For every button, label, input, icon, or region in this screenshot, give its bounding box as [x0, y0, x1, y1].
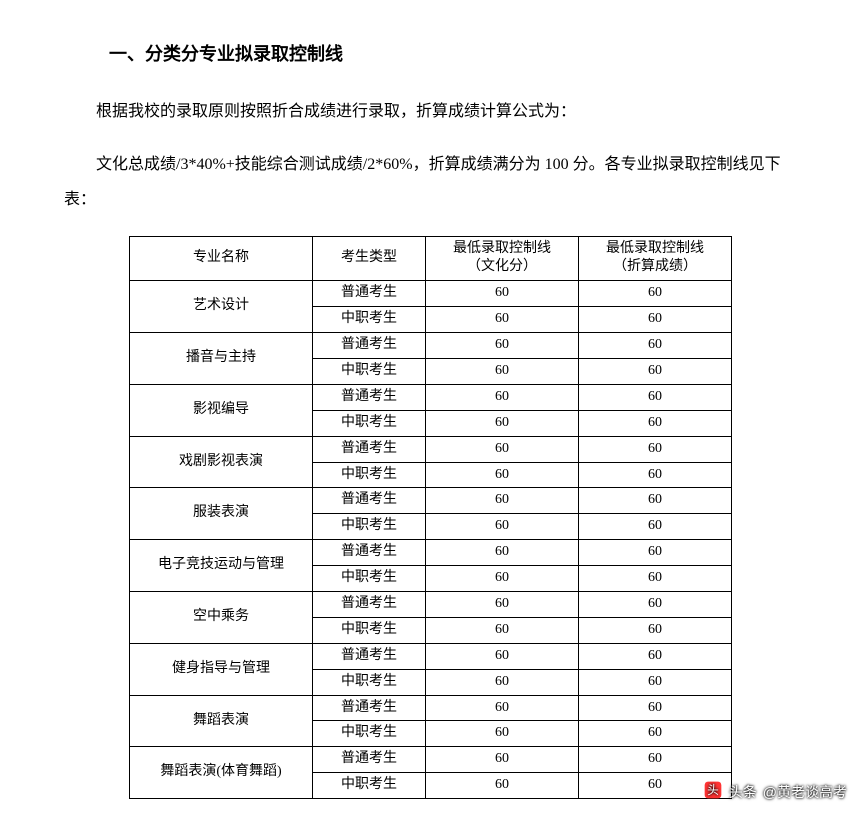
cell-major: 服装表演 — [130, 488, 313, 540]
cell-type: 普通考生 — [313, 540, 426, 566]
cell-culture: 60 — [426, 307, 579, 333]
cell-type: 中职考生 — [313, 669, 426, 695]
cell-type: 普通考生 — [313, 436, 426, 462]
cell-type: 中职考生 — [313, 307, 426, 333]
cell-major: 影视编导 — [130, 384, 313, 436]
cell-type: 普通考生 — [313, 695, 426, 721]
cell-convert: 60 — [579, 307, 732, 333]
cell-type: 中职考生 — [313, 617, 426, 643]
cell-type: 普通考生 — [313, 281, 426, 307]
cell-type: 中职考生 — [313, 721, 426, 747]
cell-culture: 60 — [426, 462, 579, 488]
admission-table: 专业名称考生类型最低录取控制线（文化分）最低录取控制线（折算成绩）艺术设计普通考… — [129, 236, 732, 800]
table-row: 舞蹈表演普通考生6060 — [130, 695, 732, 721]
cell-convert: 60 — [579, 566, 732, 592]
cell-culture: 60 — [426, 281, 579, 307]
cell-culture: 60 — [426, 359, 579, 385]
table-row: 舞蹈表演(体育舞蹈)普通考生6060 — [130, 747, 732, 773]
section-heading: 一、分类分专业拟录取控制线 — [64, 40, 797, 66]
table-row: 播音与主持普通考生6060 — [130, 333, 732, 359]
cell-culture: 60 — [426, 333, 579, 359]
cell-major: 戏剧影视表演 — [130, 436, 313, 488]
paragraph-intro: 根据我校的录取原则按照折合成绩进行录取，折算成绩计算公式为： — [64, 94, 797, 129]
cell-convert: 60 — [579, 384, 732, 410]
cell-major: 空中乘务 — [130, 592, 313, 644]
cell-culture: 60 — [426, 540, 579, 566]
cell-culture: 60 — [426, 669, 579, 695]
cell-type: 普通考生 — [313, 592, 426, 618]
cell-convert: 60 — [579, 669, 732, 695]
cell-convert: 60 — [579, 514, 732, 540]
cell-convert: 60 — [579, 436, 732, 462]
cell-convert: 60 — [579, 281, 732, 307]
watermark-prefix: 头条 — [729, 782, 757, 802]
cell-major: 艺术设计 — [130, 281, 313, 333]
cell-convert: 60 — [579, 695, 732, 721]
table-row: 健身指导与管理普通考生6060 — [130, 643, 732, 669]
table-row: 电子竞技运动与管理普通考生6060 — [130, 540, 732, 566]
cell-culture: 60 — [426, 514, 579, 540]
cell-convert: 60 — [579, 333, 732, 359]
cell-culture: 60 — [426, 695, 579, 721]
header-major: 专业名称 — [130, 236, 313, 281]
header-culture: 最低录取控制线（文化分） — [426, 236, 579, 281]
cell-convert: 60 — [579, 462, 732, 488]
cell-convert: 60 — [579, 617, 732, 643]
cell-culture: 60 — [426, 592, 579, 618]
paragraph-formula: 文化总成绩/3*40%+技能综合测试成绩/2*60%，折算成绩满分为 100 分… — [64, 147, 797, 217]
cell-type: 中职考生 — [313, 773, 426, 799]
table-row: 空中乘务普通考生6060 — [130, 592, 732, 618]
table-row: 艺术设计普通考生6060 — [130, 281, 732, 307]
cell-culture: 60 — [426, 384, 579, 410]
cell-type: 普通考生 — [313, 747, 426, 773]
cell-convert: 60 — [579, 540, 732, 566]
cell-culture: 60 — [426, 773, 579, 799]
cell-convert: 60 — [579, 488, 732, 514]
cell-culture: 60 — [426, 436, 579, 462]
cell-convert: 60 — [579, 410, 732, 436]
cell-convert: 60 — [579, 592, 732, 618]
cell-type: 普通考生 — [313, 488, 426, 514]
cell-culture: 60 — [426, 643, 579, 669]
cell-major: 舞蹈表演 — [130, 695, 313, 747]
table-row: 影视编导普通考生6060 — [130, 384, 732, 410]
cell-type: 中职考生 — [313, 514, 426, 540]
cell-type: 普通考生 — [313, 643, 426, 669]
cell-type: 中职考生 — [313, 566, 426, 592]
cell-culture: 60 — [426, 747, 579, 773]
svg-text:头: 头 — [707, 784, 719, 797]
cell-major: 健身指导与管理 — [130, 643, 313, 695]
cell-type: 中职考生 — [313, 410, 426, 436]
cell-convert: 60 — [579, 747, 732, 773]
cell-culture: 60 — [426, 617, 579, 643]
cell-type: 中职考生 — [313, 462, 426, 488]
table-row: 服装表演普通考生6060 — [130, 488, 732, 514]
table-row: 戏剧影视表演普通考生6060 — [130, 436, 732, 462]
toutiao-icon: 头 — [703, 780, 723, 803]
cell-culture: 60 — [426, 721, 579, 747]
cell-culture: 60 — [426, 488, 579, 514]
cell-convert: 60 — [579, 359, 732, 385]
header-convert: 最低录取控制线（折算成绩） — [579, 236, 732, 281]
cell-type: 普通考生 — [313, 333, 426, 359]
cell-type: 中职考生 — [313, 359, 426, 385]
cell-culture: 60 — [426, 566, 579, 592]
watermark: 头 头条 @黄老谈高考 — [703, 780, 847, 803]
watermark-text: @黄老谈高考 — [763, 782, 847, 802]
cell-culture: 60 — [426, 410, 579, 436]
cell-major: 电子竞技运动与管理 — [130, 540, 313, 592]
cell-major: 舞蹈表演(体育舞蹈) — [130, 747, 313, 799]
header-type: 考生类型 — [313, 236, 426, 281]
cell-major: 播音与主持 — [130, 333, 313, 385]
cell-convert: 60 — [579, 721, 732, 747]
cell-convert: 60 — [579, 643, 732, 669]
cell-type: 普通考生 — [313, 384, 426, 410]
